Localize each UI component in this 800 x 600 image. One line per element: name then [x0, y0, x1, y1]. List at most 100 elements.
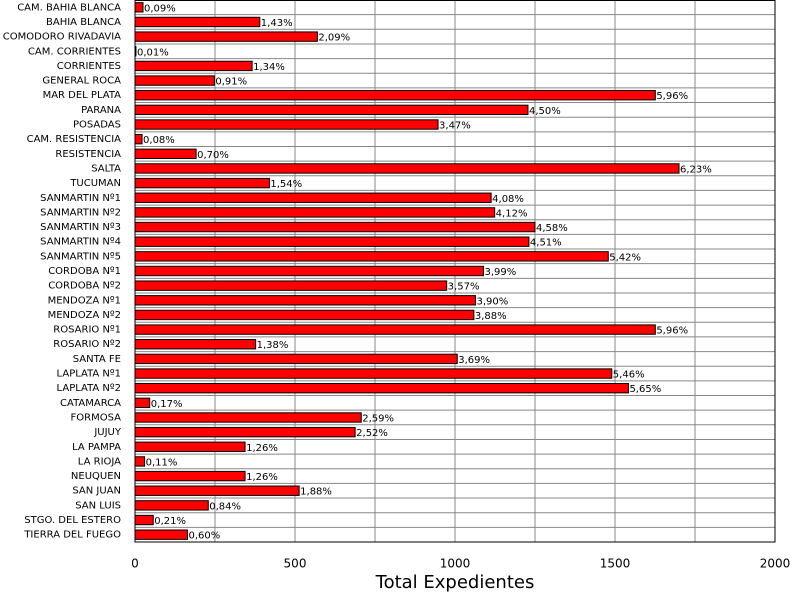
data-label: 5,65%: [629, 384, 661, 395]
data-label: 3,88%: [475, 311, 507, 322]
y-tick-label: COMODORO RIVADAVIA: [3, 32, 121, 43]
data-label: 2,09%: [318, 33, 350, 44]
bar: [134, 192, 492, 203]
bar: [134, 397, 151, 409]
data-label: 4,08%: [492, 194, 524, 205]
bar: [134, 500, 209, 511]
y-tick-label: SANMARTIN Nº5: [40, 251, 121, 262]
bar: [134, 265, 484, 277]
data-label: 0,17%: [151, 399, 183, 410]
bar: [134, 221, 536, 233]
bar: [134, 236, 530, 247]
data-label: 0,01%: [137, 47, 169, 58]
y-tick-label: SANMARTIN Nº2: [40, 207, 121, 218]
bar: [134, 295, 476, 306]
data-label: 1,34%: [253, 62, 285, 73]
bar: [134, 16, 261, 28]
bar: [134, 251, 609, 262]
data-label: 3,69%: [458, 355, 490, 366]
y-tick-label: STGO. DEL ESTERO: [24, 515, 121, 526]
bar: [134, 529, 188, 540]
data-label: 2,52%: [356, 428, 388, 439]
data-label: 0,70%: [197, 150, 229, 161]
bar: [134, 456, 146, 467]
data-label: 4,58%: [536, 223, 568, 234]
bar: [134, 104, 529, 116]
bar: [134, 368, 613, 379]
y-tick-label: GENERAL ROCA: [42, 76, 121, 87]
bar: [134, 2, 144, 13]
data-label: 3,99%: [484, 267, 516, 278]
data-label: 0,21%: [154, 516, 186, 527]
bar: [134, 383, 629, 394]
y-tick-label: CAM. BAHIA BLANCA: [17, 2, 121, 13]
bar: [134, 133, 143, 145]
y-tick-label: LAPLATA Nº2: [57, 383, 121, 394]
bar: [134, 207, 496, 218]
x-axis-title: Total Expedientes: [375, 572, 535, 593]
x-tick-label: 2000: [760, 557, 791, 571]
y-tick-label: MENDOZA Nº2: [48, 310, 121, 321]
bar: [134, 60, 253, 72]
bar: [134, 412, 362, 423]
data-label: 1,38%: [257, 340, 289, 351]
data-label: 5,42%: [609, 252, 641, 263]
bar: [134, 177, 270, 189]
data-label: 0,84%: [209, 501, 241, 512]
bar: [134, 280, 448, 291]
data-label: 0,09%: [144, 3, 176, 14]
y-tick-label: CAM. CORRIENTES: [28, 46, 121, 57]
data-label: 2,59%: [362, 413, 394, 424]
y-tick-label: LA PAMPA: [72, 442, 121, 453]
bar: [134, 324, 656, 335]
y-tick-label: ROSARIO Nº1: [53, 325, 121, 336]
data-label: 5,96%: [656, 326, 688, 337]
data-label: 4,50%: [529, 106, 561, 117]
data-label: 0,91%: [215, 77, 247, 88]
y-tick-label: MAR DEL PLATA: [43, 90, 122, 101]
data-label: 3,47%: [439, 121, 471, 132]
y-tick-label: NEUQUEN: [71, 471, 121, 482]
y-tick-label: BAHIA BLANCA: [46, 17, 121, 28]
bar: [134, 163, 680, 174]
bar: [134, 485, 300, 496]
bar: [134, 148, 197, 159]
y-tick-label: LAPLATA Nº1: [57, 369, 121, 380]
data-label: 0,11%: [146, 457, 178, 468]
plot-border: [134, 0, 776, 543]
bar: [134, 31, 318, 42]
y-tick-label: TIERRA DEL FUEGO: [23, 530, 121, 541]
y-tick-label: POSADAS: [73, 120, 121, 131]
data-label: 1,26%: [246, 443, 278, 454]
data-label: 3,57%: [448, 282, 480, 293]
y-tick-label: SANTA FE: [73, 354, 121, 365]
y-tick-label: LA RIOJA: [78, 456, 121, 467]
y-tick-label: FORMOSA: [71, 412, 122, 423]
data-label: 0,08%: [143, 135, 175, 146]
y-tick-label: MENDOZA Nº1: [48, 295, 121, 306]
y-tick-label: CORRIENTES: [57, 61, 121, 72]
y-tick-label: SAN JUAN: [72, 486, 121, 497]
x-tick-label: 0: [131, 557, 139, 571]
data-label: 1,26%: [246, 472, 278, 483]
y-tick-label: SALTA: [91, 163, 121, 174]
y-tick-label: SANMARTIN Nº3: [40, 222, 121, 233]
y-tick-label: CORDOBA Nº1: [48, 266, 121, 277]
bar: [134, 426, 356, 438]
bar: [134, 514, 154, 526]
data-label: 5,46%: [613, 370, 645, 381]
y-tick-label: SANMARTIN Nº1: [40, 193, 121, 204]
y-tick-label: CAM. RESISTENCIA: [27, 134, 122, 145]
data-label: 4,12%: [496, 208, 528, 219]
x-tick-label: 1500: [600, 557, 631, 571]
y-tick-label: PARANA: [81, 105, 121, 116]
bar: [134, 75, 215, 86]
data-label: 4,51%: [530, 238, 562, 249]
data-label: 3,90%: [476, 296, 508, 307]
data-label: 6,23%: [680, 164, 712, 175]
bar: [134, 309, 475, 321]
bar: [134, 119, 439, 130]
data-label: 0,60%: [188, 531, 220, 542]
y-tick-label: SANMARTIN Nº4: [40, 237, 121, 248]
